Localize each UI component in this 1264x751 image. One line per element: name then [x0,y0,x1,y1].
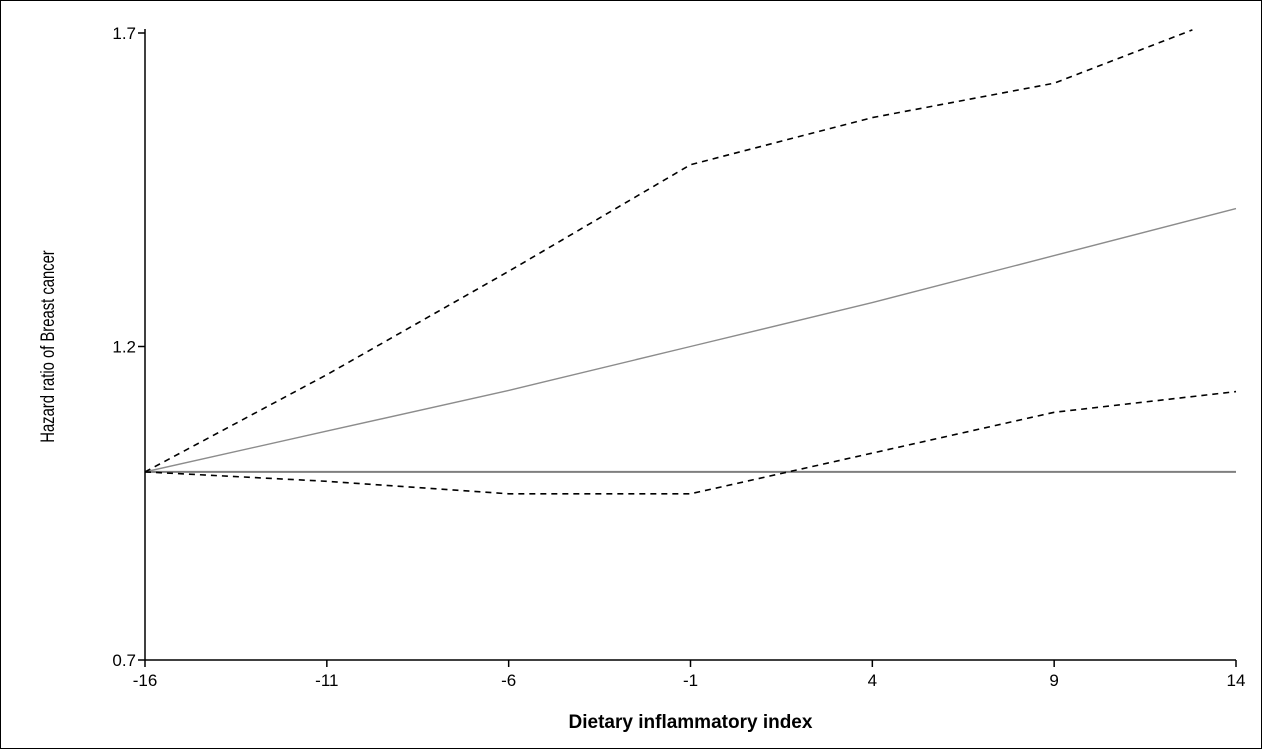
x-tick-label: 4 [868,671,877,690]
x-tick-label: -16 [133,671,158,690]
x-tick-label: 14 [1227,671,1246,690]
plot-area [145,29,1237,495]
x-tick-label: -6 [501,671,516,690]
x-tick-label: 9 [1049,671,1058,690]
x-tick-label: -11 [315,671,338,690]
series-line-estimate [145,207,1237,473]
y-axis-title: Hazard ratio of Breast cancer [37,250,58,443]
x-axis-title: Dietary inflammatory index [569,712,813,733]
y-tick-label: 1.2 [112,338,136,357]
axes: -16 -11 -6 -1 4 9 14 0.7 1.2 1.7 [112,24,1245,690]
y-tick-label: 0.7 [112,651,136,670]
y-tick-label: 1.7 [112,24,136,43]
series-line-upper-ci [145,29,1193,473]
x-tick-label: -1 [683,671,698,690]
series-line-lower-ci [145,390,1237,495]
